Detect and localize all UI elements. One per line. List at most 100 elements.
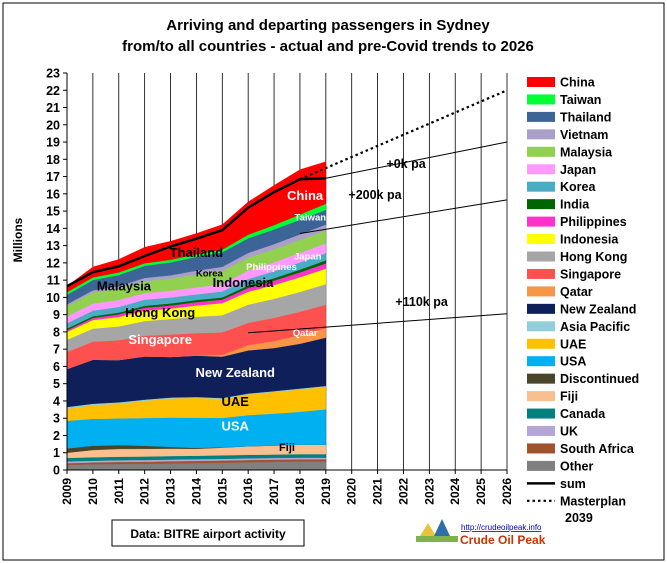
legend-label-usa: USA (560, 355, 586, 369)
y-tick-label: 11 (47, 274, 60, 288)
y-tick-label: 22 (46, 84, 60, 98)
legend-label-new-zealand: New Zealand (560, 302, 636, 316)
logo-derrick (434, 519, 450, 536)
trend-line-200k-pa (299, 199, 508, 234)
logo: http://crudeoilpeak.info Crude Oil Peak (416, 519, 546, 547)
trend-lines (66, 89, 508, 334)
area-label-qatar: Qatar (293, 328, 318, 339)
legend-swatch-discontinued (527, 373, 555, 384)
x-tick-label: 2022 (396, 478, 410, 505)
y-tick-label: 16 (46, 187, 60, 201)
x-tick-label: 2020 (345, 478, 359, 505)
area-label-korea: Korea (196, 269, 224, 280)
x-tick-label: 2014 (189, 478, 203, 505)
logo-url[interactable]: http://crudeoilpeak.info (461, 523, 542, 532)
legend-label-malaysia: Malaysia (560, 145, 613, 159)
legend-swatch-other (527, 460, 555, 471)
area-label-japan: Japan (294, 251, 322, 262)
legend-swatch-fiji (527, 391, 555, 402)
legend-swatch-asia-pacific (527, 321, 555, 332)
legend-label-uae: UAE (560, 337, 586, 351)
legend-label-hong-kong: Hong Kong (560, 250, 627, 264)
x-tick-label: 2017 (267, 478, 281, 505)
legend-label-fiji: Fiji (560, 390, 578, 404)
y-axis-label: Millions (11, 217, 25, 262)
legend-label-sum: sum (560, 477, 586, 491)
y-tick-label: 19 (46, 136, 60, 150)
logo-name: Crude Oil Peak (460, 533, 546, 547)
oil-derrick-icon (416, 519, 458, 542)
source-box: Data: BITRE airport activity (111, 519, 305, 547)
legend-swatch-usa (527, 356, 555, 367)
area-label-singapore: Singapore (128, 332, 192, 347)
legend-swatch-hong-kong (527, 251, 555, 262)
x-tick-label: 2016 (241, 478, 255, 505)
x-tick-label: 2013 (164, 478, 178, 505)
y-tick-label: 3 (53, 412, 60, 426)
area-label-uae: UAE (222, 394, 250, 409)
legend-swatch-uk (527, 426, 555, 436)
y-tick-label: 4 (53, 394, 60, 408)
legend-label-masterplan: Masterplan (560, 494, 626, 508)
area-label-china: China (287, 188, 324, 203)
legend-label-masterplan-year: 2039 (565, 511, 593, 525)
y-tick-label: 9 (53, 308, 60, 322)
legend-swatch-taiwan (527, 94, 555, 105)
y-tick-label: 17 (46, 170, 60, 184)
source-text: Data: BITRE airport activity (130, 527, 286, 541)
area-label-philippines: Philippines (246, 262, 297, 273)
legend-swatch-singapore (527, 268, 555, 279)
legend-label-china: China (560, 76, 596, 90)
masterplan-line (299, 89, 508, 181)
legend-swatch-vietnam (527, 129, 555, 140)
area-label-hong-kong: Hong Kong (125, 305, 195, 320)
x-tick-label: 2015 (215, 478, 229, 505)
x-tick-label: 2012 (138, 478, 152, 505)
y-tick-label: 23 (46, 67, 60, 81)
stacked-areas (66, 161, 326, 471)
area-label-malaysia: Malaysia (97, 278, 152, 293)
y-tick-label: 7 (53, 343, 60, 357)
legend: China Taiwan Thailand Vietnam Malaysia Japan K… (527, 76, 639, 525)
x-tick-label: 2025 (474, 478, 488, 505)
y-tick-label: 18 (46, 153, 60, 167)
legend-swatch-thailand (527, 111, 555, 122)
legend-label-asia-pacific: Asia Pacific (560, 320, 630, 334)
y-tick-label: 14 (46, 222, 60, 236)
area-label-taiwan: Taiwan (295, 213, 327, 224)
y-tick-label: 13 (46, 239, 60, 253)
legend-label-other: Other (560, 459, 593, 473)
legend-swatch-qatar (527, 286, 555, 297)
legend-label-vietnam: Vietnam (560, 128, 608, 142)
y-tick-label: 6 (53, 360, 60, 374)
logo-ground (416, 536, 458, 542)
y-tick-label: 5 (53, 377, 60, 391)
area-china (66, 161, 326, 293)
legend-swatch-japan (527, 164, 555, 175)
axes (66, 73, 507, 471)
y-tick-label: 20 (46, 118, 60, 132)
legend-label-thailand: Thailand (560, 110, 611, 124)
legend-swatch-uae (527, 338, 555, 349)
legend-swatch-philippines (527, 216, 555, 227)
legend-label-south-africa: South Africa (560, 442, 635, 456)
y-tick-label: 12 (46, 256, 60, 270)
logo-hill (420, 523, 436, 536)
area-label-fiji: Fiji (279, 442, 295, 454)
legend-label-korea: Korea (560, 180, 596, 194)
trend-label-200k-pa: +200k pa (348, 188, 402, 202)
source-box-border (111, 519, 305, 547)
legend-label-indonesia: Indonesia (560, 233, 619, 247)
legend-swatch-india (527, 199, 555, 210)
legend-label-singapore: Singapore (560, 267, 621, 281)
y-tick-label: 0 (53, 464, 60, 478)
x-tick-label: 2021 (371, 478, 385, 505)
area-label-new-zealand: New Zealand (196, 365, 276, 380)
legend-swatch-malaysia (527, 146, 555, 157)
sum-line (66, 177, 326, 288)
legend-swatch-south-africa (527, 443, 555, 454)
